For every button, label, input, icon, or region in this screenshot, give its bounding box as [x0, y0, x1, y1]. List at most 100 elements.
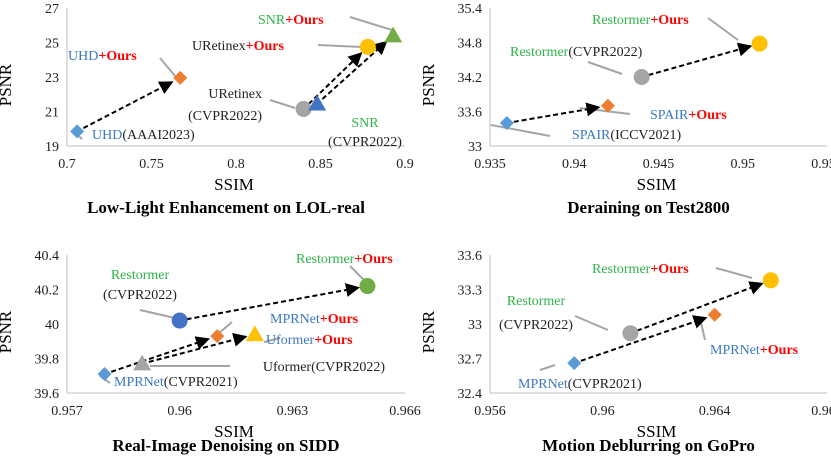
- chart-caption: Motion Deblurring on GoPro: [542, 436, 755, 455]
- data-point-restormer-ours: [751, 35, 768, 52]
- point-label-part-0: MPRNet: [270, 312, 320, 327]
- point-label-part-0: Uformer: [263, 360, 312, 375]
- improvement-arrow: [648, 42, 753, 77]
- point-label-part-1: +Ours: [320, 312, 359, 327]
- y-tick-label: 35.4: [458, 2, 483, 17]
- point-label: MPRNet(CVPR2021): [114, 375, 238, 390]
- data-point-uretinex-cvpr2022-: [295, 100, 312, 117]
- data-point-restormer-ours: [359, 278, 376, 295]
- y-tick-label: 34.2: [458, 71, 483, 86]
- leader-line: [490, 124, 551, 137]
- point-label-part-0: SPAIR: [650, 108, 689, 123]
- point-label-part-0: Uformer: [266, 333, 315, 348]
- point-label-part-1: (CVPR2022): [568, 45, 642, 60]
- chart-panel-1: 0.7 0.75 0.8 0.85 0.9 19 21 23 25 27 SSIM PSNR Low-L…: [0, 2, 414, 217]
- point-label: Restormer(CVPR2022): [510, 45, 643, 60]
- data-point-spair-iccv2021-: [499, 116, 514, 130]
- x-axis-title: SSIM: [214, 422, 254, 441]
- point-label-part-0: Restormer: [592, 262, 651, 277]
- point-label-part-0: MPRNet: [114, 375, 164, 390]
- y-tick-label: 40: [45, 318, 59, 333]
- x-tick-label: 0.94: [562, 157, 587, 172]
- point-label-part-1: +Ours: [650, 262, 689, 277]
- leader-line: [587, 61, 623, 75]
- leader-line: [139, 309, 176, 319]
- point-label: SNR: [351, 116, 379, 131]
- point-label: SNR+Ours: [258, 13, 324, 28]
- point-label-line2: (CVPR2022): [188, 109, 262, 124]
- improvement-arrow: [82, 81, 174, 130]
- leader-line: [269, 99, 296, 109]
- point-label-part-0: Restormer: [507, 294, 566, 309]
- point-label-part-1: +Ours: [246, 39, 285, 54]
- point-label-line2-part-0: (CVPR2022): [188, 109, 262, 124]
- y-tick-label: 40.4: [35, 249, 60, 264]
- data-point-mprnet-cvpr2021-: [567, 356, 582, 371]
- leader-line: [574, 315, 609, 331]
- leader-line: [263, 337, 281, 343]
- point-label-line2-part-0: (CVPR2022): [103, 288, 177, 303]
- y-tick-label: 33.6: [458, 106, 483, 121]
- point-label: MPRNet(CVPR2021): [518, 377, 642, 392]
- point-label-part-0: MPRNet: [710, 343, 760, 358]
- point-label-line2: (CVPR2022): [103, 288, 177, 303]
- point-label-part-1: (AAAI2023): [122, 128, 195, 143]
- data-point-restormer-cvpr2022-: [622, 325, 639, 342]
- data-point-uhd-ours: [173, 70, 188, 85]
- point-label: Uformer+Ours: [266, 333, 353, 348]
- leader-line: [707, 17, 739, 41]
- x-tick-label: 0.956: [474, 404, 506, 419]
- chart-panel-3: 0.957 0.96 0.963 0.966 39.6 39.8 40 40.2 40.4 SSI…: [0, 249, 421, 455]
- data-point-mprnet-ours: [707, 307, 722, 322]
- y-tick-label: 39.6: [35, 387, 60, 402]
- y-tick-label: 33: [468, 140, 482, 155]
- leader-line: [349, 16, 393, 31]
- x-tick-label: 0.96: [590, 404, 615, 419]
- point-label-part-1: (CVPR2021): [164, 375, 238, 390]
- leader-line: [539, 364, 556, 371]
- y-tick-label: 32.7: [458, 353, 483, 368]
- point-label: MPRNet+Ours: [270, 312, 359, 327]
- y-tick-label: 33.6: [458, 249, 483, 264]
- y-axis-title: PSNR: [0, 310, 15, 353]
- point-label: Restormer+Ours: [592, 13, 689, 28]
- data-point-spair-ours: [600, 98, 615, 113]
- x-tick-label: 0.96: [167, 404, 192, 419]
- point-label: UHD+Ours: [68, 49, 137, 64]
- x-tick-label: 0.966: [389, 404, 421, 419]
- point-label-part-1: +Ours: [354, 252, 393, 267]
- point-label: URetinex: [208, 87, 262, 102]
- point-label-part-0: URetinex: [208, 87, 262, 102]
- x-tick-label: 0.75: [139, 157, 164, 172]
- point-label-part-0: Restormer: [592, 13, 651, 28]
- improvement-arrow: [186, 283, 360, 321]
- point-label-part-1: +Ours: [760, 343, 799, 358]
- data-point-snr-cvpr2022-: [308, 94, 327, 111]
- improvement-arrow: [110, 336, 211, 373]
- point-label: UHD(AAAI2023): [92, 128, 195, 143]
- y-tick-label: 21: [45, 106, 59, 121]
- leader-line: [699, 317, 706, 341]
- y-tick-label: 39.8: [35, 353, 60, 368]
- chart-caption: Deraining on Test2800: [567, 198, 729, 217]
- y-tick-label: 25: [45, 37, 59, 52]
- point-label-line2-part-0: (CVPR2022): [499, 318, 573, 333]
- leader-line: [159, 57, 176, 77]
- improvement-arrow: [513, 102, 601, 123]
- y-axis-title: PSNR: [0, 63, 15, 106]
- y-tick-label: 40.2: [35, 284, 60, 299]
- improvement-arrow: [636, 281, 764, 332]
- x-tick-label: 0.935: [474, 157, 506, 172]
- point-label-line2: (CVPR2022): [328, 135, 402, 150]
- point-label-part-1: (CVPR2021): [568, 377, 642, 392]
- point-label-part-0: MPRNet: [518, 377, 568, 392]
- point-label-part-1: (ICCV2021): [610, 128, 681, 143]
- y-tick-label: 33.3: [458, 284, 483, 299]
- data-point-snr-ours: [384, 26, 403, 43]
- chart-caption: Real-Image Denoising on SIDD: [112, 436, 339, 455]
- leader-line: [217, 321, 233, 335]
- point-label: SPAIR(ICCV2021): [572, 128, 682, 143]
- x-axis-title: SSIM: [214, 175, 254, 194]
- point-label-part-0: UHD: [68, 49, 98, 64]
- point-label: Uformer(CVPR2022): [263, 360, 385, 375]
